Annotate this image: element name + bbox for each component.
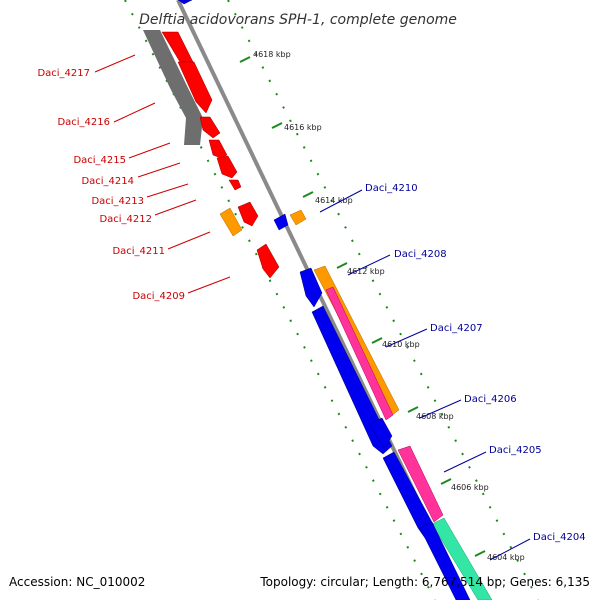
scale-tick: 4610 kbp bbox=[371, 337, 420, 349]
red-gene-arrow bbox=[228, 179, 242, 191]
gene-label-text: Daci_4212 bbox=[99, 214, 152, 225]
gene-label-daci-4207[interactable]: Daci_4207 bbox=[385, 323, 483, 348]
gene-label-text: Daci_4208 bbox=[394, 249, 447, 260]
scale-tick: 4612 kbp bbox=[336, 262, 385, 276]
orange-gene-arrow bbox=[289, 209, 307, 226]
grey-gene-segment bbox=[170, 88, 203, 118]
red-gene-arrow bbox=[177, 61, 213, 114]
red-gene-arrow bbox=[208, 139, 228, 159]
red-gene-arrow bbox=[199, 116, 221, 139]
gene-label-text: Daci_4215 bbox=[73, 155, 126, 166]
scale-tick-label: 4606 kbp bbox=[451, 483, 489, 492]
genome-summary-text: Topology: circular; Length: 6,767,514 bp… bbox=[259, 575, 590, 589]
blue-gene-arrow bbox=[273, 213, 289, 231]
gene-label-text: Daci_4217 bbox=[37, 68, 90, 79]
accession-text: Accession: NC_010002 bbox=[9, 575, 145, 589]
scale-tick: 4614 kbp bbox=[302, 191, 353, 205]
scale-tick-label: 4608 kbp bbox=[416, 412, 454, 421]
blue-gene-arrow bbox=[299, 267, 323, 308]
gene-label-daci-4211[interactable]: Daci_4211 bbox=[112, 231, 211, 257]
gene-label-text: Daci_4204 bbox=[533, 532, 586, 543]
gene-label-daci-4210[interactable]: Daci_4210 bbox=[319, 183, 418, 213]
grey-gene-segment bbox=[184, 118, 203, 145]
scale-tick: 4606 kbp bbox=[440, 478, 489, 492]
scale-tick-label: 4604 kbp bbox=[487, 553, 525, 562]
gene-label-text: Daci_4207 bbox=[430, 323, 483, 334]
gene-label-daci-4215[interactable]: Daci_4215 bbox=[73, 142, 171, 166]
gene-label-text: Daci_4211 bbox=[112, 246, 165, 257]
gene-label-daci-4213[interactable]: Daci_4213 bbox=[91, 183, 189, 207]
orange-gene-arrow bbox=[219, 207, 243, 237]
inner-dotted-guide bbox=[227, 0, 539, 600]
scale-tick: 4616 kbp bbox=[271, 122, 322, 132]
teal-gene-arrow bbox=[431, 517, 493, 600]
scale-tick-label: 4610 kbp bbox=[382, 340, 420, 349]
gene-label-text: Daci_4206 bbox=[464, 394, 517, 405]
blue-gene-arrow bbox=[177, 0, 193, 5]
gene-label-daci-4209[interactable]: Daci_4209 bbox=[132, 276, 231, 302]
scale-tick-label: 4616 kbp bbox=[284, 123, 322, 132]
map-title: Delftia acidovorans SPH-1, complete geno… bbox=[139, 12, 457, 28]
red-gene-arrow bbox=[237, 201, 259, 227]
gene-label-text: Daci_4210 bbox=[365, 183, 418, 194]
gene-label-text: Daci_4209 bbox=[132, 291, 185, 302]
blue-gene-arrow bbox=[311, 305, 393, 455]
gene-label-daci-4212[interactable]: Daci_4212 bbox=[99, 199, 197, 225]
scale-tick-label: 4612 kbp bbox=[347, 267, 385, 276]
gene-label-daci-4205[interactable]: Daci_4205 bbox=[443, 445, 542, 473]
gene-label-daci-4208[interactable]: Daci_4208 bbox=[347, 249, 447, 276]
grey-gene-segment bbox=[143, 30, 188, 88]
magenta-gene-arrow bbox=[325, 286, 394, 421]
gene-label-daci-4217[interactable]: Daci_4217 bbox=[37, 54, 136, 79]
gene-label-text: Daci_4205 bbox=[489, 445, 542, 456]
scale-tick: 4604 kbp bbox=[474, 550, 525, 562]
gene-label-daci-4214[interactable]: Daci_4214 bbox=[81, 162, 181, 187]
red-gene-arrow bbox=[256, 243, 280, 279]
blue-gene-arrow bbox=[369, 417, 393, 449]
gene-label-daci-4204[interactable]: Daci_4204 bbox=[489, 532, 586, 561]
scale-tick: 4608 kbp bbox=[407, 406, 454, 421]
gene-label-text: Daci_4213 bbox=[91, 196, 144, 207]
gene-label-text: Daci_4216 bbox=[57, 117, 110, 128]
gene-label-text: Daci_4214 bbox=[81, 176, 134, 187]
scale-tick: 4618 kbp bbox=[239, 50, 291, 63]
gene-label-daci-4206[interactable]: Daci_4206 bbox=[419, 394, 517, 419]
gene-label-daci-4216[interactable]: Daci_4216 bbox=[57, 102, 156, 128]
magenta-gene-arrow bbox=[397, 445, 444, 523]
blue-gene-arrow bbox=[419, 521, 471, 600]
red-gene-arrow bbox=[216, 155, 238, 179]
scale-tick-label: 4614 kbp bbox=[315, 196, 353, 205]
scale-tick-label: 4618 kbp bbox=[253, 50, 291, 59]
